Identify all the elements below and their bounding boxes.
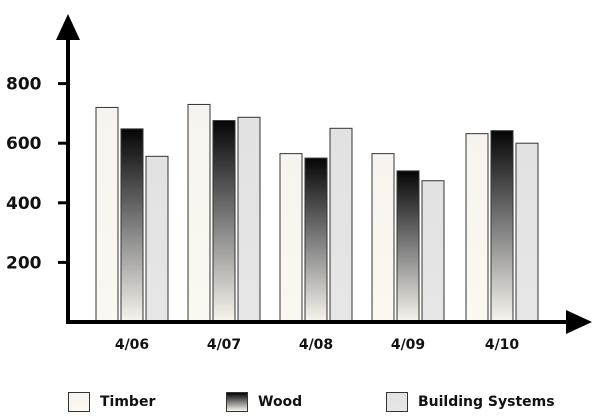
bar-timber-4-07	[187, 103, 211, 323]
bar-timber-4-10	[465, 133, 489, 323]
legend-label-timber: Timber	[100, 394, 156, 410]
bar-timber-4-08	[279, 153, 303, 323]
legend-swatch-building-systems	[386, 392, 408, 412]
legend-label-wood: Wood	[258, 394, 303, 410]
legend-item-timber: Timber	[68, 392, 155, 412]
bar-wood-4-08	[304, 157, 328, 323]
x-tick-label: 4/06	[115, 337, 149, 353]
bar-building-systems-4-07	[237, 116, 261, 323]
legend-item-wood: Wood	[226, 392, 302, 412]
y-tick-label: 200	[6, 253, 42, 273]
bar-building-systems-4-10	[515, 142, 539, 323]
legend-swatch-wood	[226, 392, 248, 412]
y-tick-label: 400	[6, 194, 42, 214]
x-tick-label: 4/09	[391, 337, 425, 353]
bar-timber-4-09	[371, 153, 395, 323]
bar-building-systems-4-06	[145, 155, 169, 323]
bar-wood-4-06	[120, 128, 144, 323]
x-tick-label: 4/10	[485, 337, 520, 353]
y-axis-arrow-icon	[56, 14, 80, 40]
legend: Timber Wood Building Systems	[0, 392, 593, 419]
bar-timber-4-06	[95, 106, 119, 323]
y-tick-label: 800	[6, 75, 42, 95]
x-axis-arrow-icon	[566, 310, 592, 334]
legend-item-building-systems: Building Systems	[386, 392, 555, 412]
x-tick-label: 4/07	[207, 337, 241, 353]
bar-building-systems-4-09	[421, 180, 445, 323]
x-tick-label: 4/08	[299, 337, 333, 353]
legend-label-building-systems: Building Systems	[418, 394, 555, 410]
bar-wood-4-07	[212, 120, 236, 323]
y-tick-label: 600	[6, 134, 42, 154]
legend-swatch-timber	[68, 392, 90, 412]
bar-building-systems-4-08	[329, 127, 353, 323]
bar-wood-4-10	[490, 130, 514, 323]
bar-chart: 200 400 600 800 4/06 4/07 4/08 4/09 4/10	[6, 14, 592, 353]
bar-wood-4-09	[396, 170, 420, 323]
